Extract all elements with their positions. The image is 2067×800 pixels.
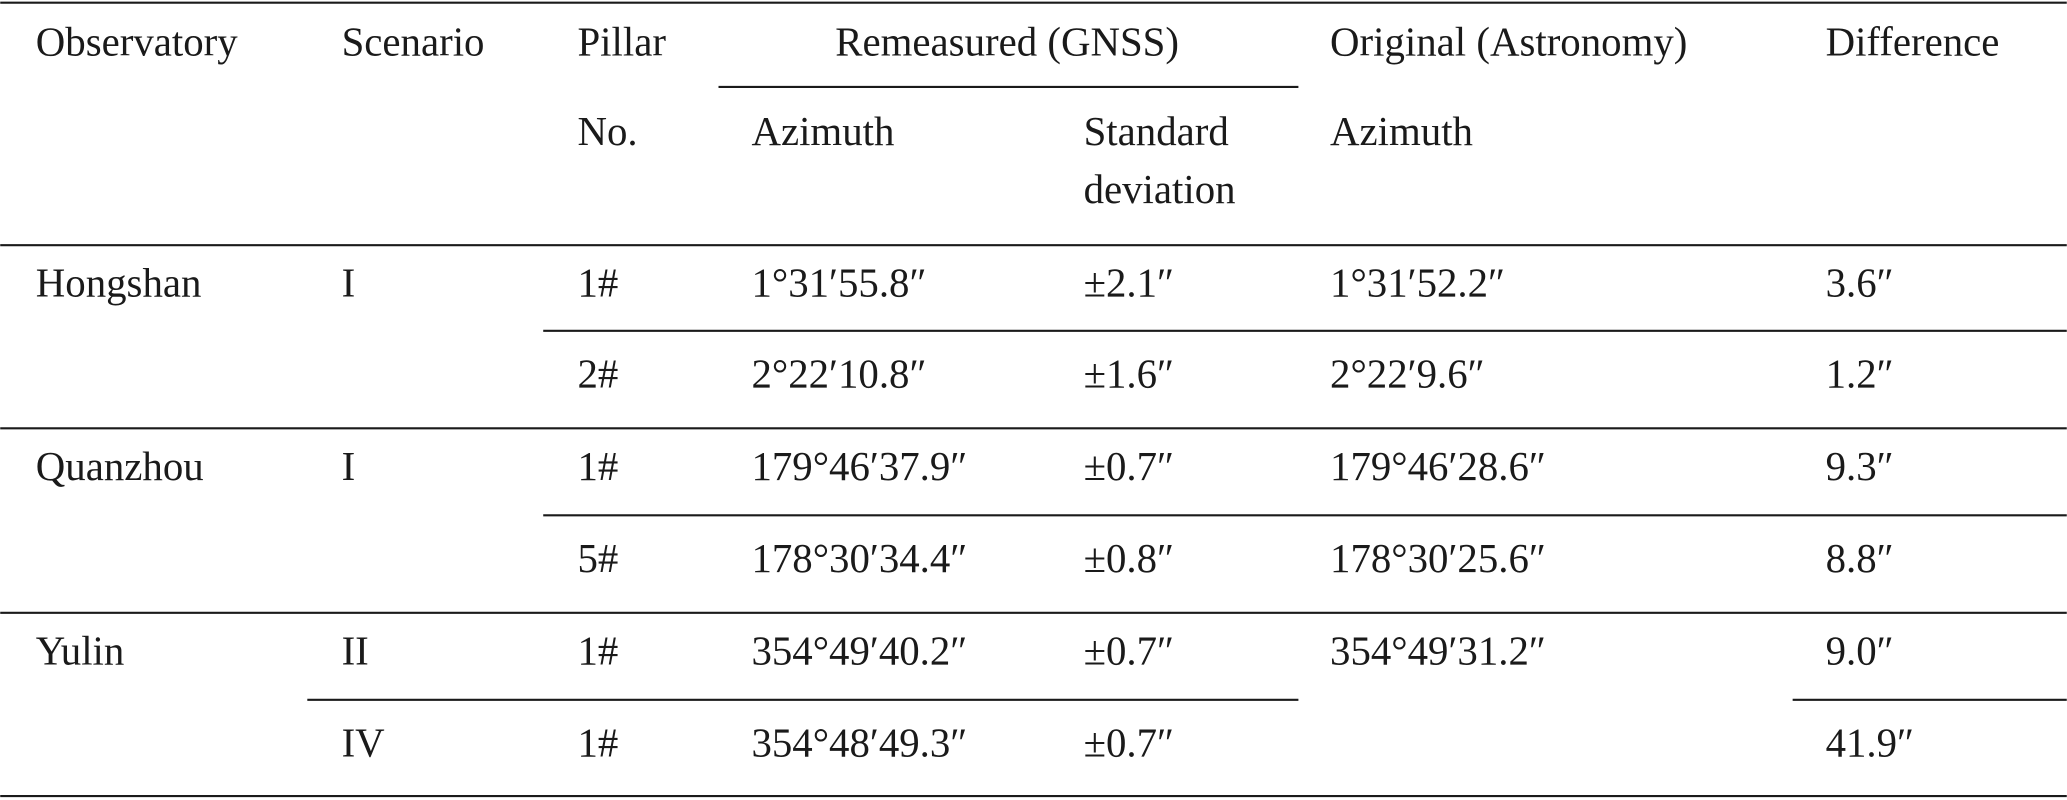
header-cell: No. [577,109,637,154]
table-cell: 354°48′49.3″ [751,721,967,766]
table-cell: 2# [577,352,618,397]
table-cell: Yulin [36,628,125,673]
table-cell: ±0.8″ [1084,536,1174,581]
table-cell: I [342,444,356,489]
table-cell: 1# [577,261,618,306]
header-cell: deviation [1084,167,1236,212]
table-cell: ±0.7″ [1084,721,1174,766]
table-cell: 41.9″ [1826,721,1915,766]
table-cell: 1°31′55.8″ [751,261,926,306]
header-cell: Remeasured (GNSS) [835,20,1179,65]
table-cell: 179°46′28.6″ [1330,444,1546,489]
table-cell: 2°22′10.8″ [751,352,926,397]
table-cell: 3.6″ [1826,261,1894,306]
header-cell: Difference [1826,20,2000,65]
table-cell: I [342,261,356,306]
table-cell: ±2.1″ [1084,261,1174,306]
table-cell: IV [342,721,386,766]
table-cell: 1# [577,444,618,489]
header-cell: Observatory [36,20,238,65]
table-cell: Quanzhou [36,444,204,489]
table-cell: 178°30′34.4″ [751,536,967,581]
table-cell: 5# [577,536,618,581]
table-cell: ±0.7″ [1084,628,1174,673]
table-cell: 9.0″ [1826,628,1894,673]
table-cell: 1°31′52.2″ [1330,261,1505,306]
table-cell: 1# [577,628,618,673]
table-cell: ±0.7″ [1084,444,1174,489]
table-cell: 1.2″ [1826,352,1894,397]
table-cell: 9.3″ [1826,444,1894,489]
table-cell: Hongshan [36,261,202,306]
header-cell: Standard [1084,109,1229,154]
table-cell: 8.8″ [1826,536,1894,581]
header-cell: Original (Astronomy) [1330,20,1687,65]
header-cell: Azimuth [1330,109,1473,154]
table-cell: ±1.6″ [1084,352,1174,397]
table-cell: 179°46′37.9″ [751,444,967,489]
header-cell: Scenario [342,20,485,65]
table-cell: II [342,628,369,673]
table-cell: 178°30′25.6″ [1330,536,1546,581]
table-cell: 354°49′31.2″ [1330,628,1546,673]
header-cell: Azimuth [751,109,894,154]
table-cell: 354°49′40.2″ [751,628,967,673]
table-cell: 2°22′9.6″ [1330,352,1485,397]
table-cell: 1# [577,721,618,766]
header-cell: Pillar [577,20,666,65]
